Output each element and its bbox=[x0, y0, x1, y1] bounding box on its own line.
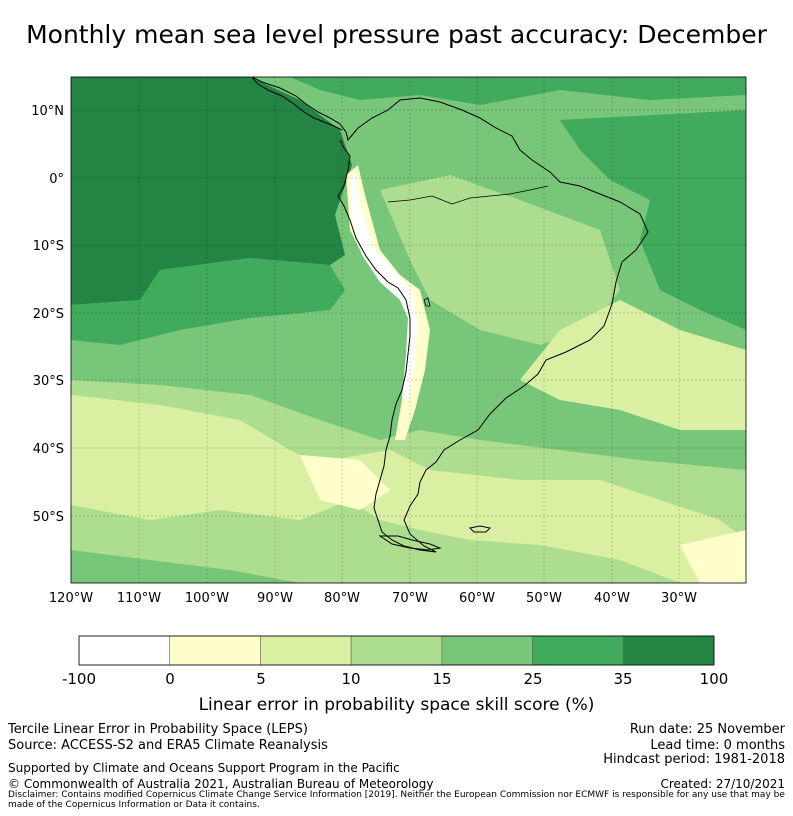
lat-label: 10°S bbox=[33, 239, 64, 254]
colorbar-segment bbox=[260, 635, 352, 666]
skill-region-atlantic bbox=[560, 110, 746, 330]
lon-label: 120°W bbox=[49, 591, 93, 606]
lon-label: 80°W bbox=[324, 591, 360, 606]
colorbar bbox=[78, 635, 715, 666]
colorbar-label: Linear error in probability space skill … bbox=[198, 695, 595, 715]
skill-region-se-low bbox=[680, 530, 746, 583]
footer-copyright: © Commonwealth of Australia 2021, Austra… bbox=[8, 777, 434, 791]
skill-region-far-south bbox=[71, 550, 300, 583]
colorbar-tick: 5 bbox=[256, 670, 266, 688]
coastline-south-america bbox=[251, 77, 649, 553]
lon-label: 30°W bbox=[661, 591, 697, 606]
lon-label: 40°W bbox=[594, 591, 630, 606]
skill-region-sw-pacific bbox=[71, 395, 350, 520]
map-title: Monthly mean sea level pressure past acc… bbox=[26, 20, 767, 49]
lake-titicaca bbox=[423, 297, 431, 307]
colorbar-segment bbox=[622, 635, 715, 666]
colorbar-tick: 0 bbox=[165, 670, 175, 688]
lat-label: 20°S bbox=[33, 307, 64, 322]
footer-source: Source: ACCESS-S2 and ERA5 Climate Reana… bbox=[8, 738, 328, 753]
lon-label: 50°W bbox=[526, 591, 562, 606]
skill-region-pacific-mid bbox=[71, 258, 345, 345]
footer-method: Tercile Linear Error in Probability Spac… bbox=[8, 722, 308, 737]
falkland-islands bbox=[468, 525, 492, 533]
map-panel bbox=[71, 77, 746, 583]
colorbar-tick: 25 bbox=[523, 670, 543, 688]
colorbar-tick: -100 bbox=[61, 670, 97, 688]
coastline-tierra-del-fuego bbox=[378, 535, 442, 551]
lon-label: 90°W bbox=[257, 591, 293, 606]
lat-label: 40°S bbox=[33, 442, 64, 457]
skill-region-andes-lowest bbox=[350, 172, 418, 400]
colorbar-tick: 10 bbox=[341, 670, 361, 688]
skill-region-patagonia-low bbox=[300, 455, 390, 510]
colorbar-tick: 15 bbox=[432, 670, 452, 688]
lon-label: 60°W bbox=[459, 591, 495, 606]
skill-region-patagonia bbox=[330, 450, 746, 583]
skill-region-brazil bbox=[380, 175, 620, 345]
skill-region-se-atlantic bbox=[520, 300, 746, 430]
footer-disclaimer: Disclaimer: Contains modified Copernicus… bbox=[8, 790, 785, 810]
colorbar-tick: 35 bbox=[613, 670, 633, 688]
lon-label: 110°W bbox=[117, 591, 161, 606]
skill-region-caribbean bbox=[290, 77, 746, 105]
lat-label: 50°S bbox=[33, 510, 64, 525]
colorbar-segment bbox=[441, 635, 533, 666]
map-frame bbox=[70, 76, 747, 584]
footer-lead-time: Lead time: 0 months bbox=[650, 738, 785, 753]
footer-created: Created: 27/10/2021 bbox=[660, 777, 785, 791]
lat-label: 0° bbox=[49, 172, 64, 187]
lat-label: 10°N bbox=[31, 104, 64, 119]
footer-support: Supported by Climate and Oceans Support … bbox=[8, 761, 400, 775]
lat-label: 30°S bbox=[33, 374, 64, 389]
colorbar-segment bbox=[78, 635, 171, 666]
colorbar-segment bbox=[169, 635, 261, 666]
coastline-central-america bbox=[251, 77, 343, 131]
colorbar-tick: 100 bbox=[699, 670, 729, 688]
footer-run-date: Run date: 25 November bbox=[629, 722, 785, 737]
lon-label: 100°W bbox=[185, 591, 229, 606]
colorbar-frame bbox=[78, 635, 715, 666]
colorbar-segment bbox=[532, 635, 624, 666]
lon-label: 70°W bbox=[392, 591, 428, 606]
amazon-river bbox=[387, 185, 549, 205]
skill-region-pacific-high bbox=[71, 77, 352, 305]
footer-hindcast: Hindcast period: 1981-2018 bbox=[603, 752, 785, 767]
colorbar-segment bbox=[350, 635, 443, 666]
